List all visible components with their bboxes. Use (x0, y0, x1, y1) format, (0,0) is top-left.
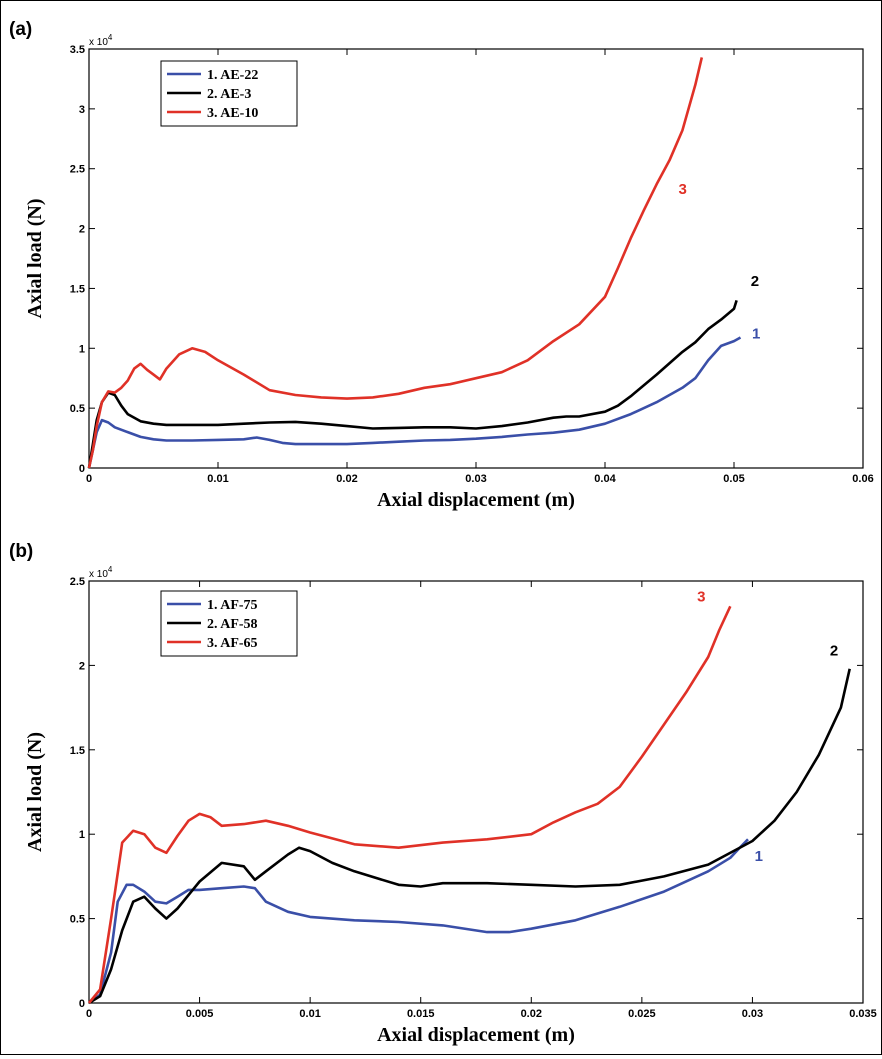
y-axis-title: Axial load (N) (24, 732, 46, 852)
y-tick-label: 0 (79, 998, 85, 1010)
legend-entry-1: 1. AF-75 (207, 598, 258, 613)
chart-panel-b: (b) 0 0.005 0.01 0.015 0.02 0.025 0.03 0.035 0 0.5… (9, 541, 877, 1046)
y-tick-label: 0.5 (70, 403, 85, 415)
series-line-3 (87, 605, 732, 1004)
legend-entry-1: 1. AE-22 (207, 68, 258, 83)
plot-area-border (88, 580, 864, 1004)
y-tick-label: 1.5 (70, 745, 85, 757)
x-tick-label: 0.03 (465, 473, 486, 485)
curve-label-3: 3 (679, 181, 687, 198)
x-tick-label: 0.02 (336, 473, 357, 485)
series-line-2 (88, 668, 851, 1005)
x-tick-label: 0.05 (723, 473, 744, 485)
legend: 1. AE-22 2. AE-3 3. AE-10 (160, 60, 298, 127)
y-tick-label: 3.5 (70, 44, 85, 56)
curve-label-1: 1 (755, 848, 763, 865)
chart-panel-a: (a) 0 0.01 0.02 0.03 0.04 0.05 0.06 0 0.5 1 1.5 2 2.5… (9, 19, 874, 511)
x-axis-title: Axial displacement (m) (377, 1024, 575, 1046)
legend-entry-2: 2. AF-58 (207, 617, 258, 632)
y-tick-label: 0.5 (70, 914, 85, 926)
x-tick-label: 0 (86, 473, 92, 485)
curve-label-2: 2 (830, 642, 838, 659)
x-tick-label: 0.02 (521, 1008, 542, 1020)
curve-label-3: 3 (697, 588, 705, 605)
legend: 1. AF-75 2. AF-58 3. AF-65 (160, 590, 298, 657)
curve-label-2: 2 (751, 273, 759, 290)
y-axis-exponent-base: x 10 (89, 37, 108, 48)
y-tick-label: 2.5 (70, 576, 85, 588)
y-tick-label: 2.5 (70, 164, 85, 176)
series-line-1 (88, 838, 749, 1005)
y-tick-label: 1 (79, 829, 85, 841)
series-line-2 (87, 300, 738, 469)
x-tick-label: 0.035 (849, 1008, 877, 1020)
x-tick-label: 0.025 (628, 1008, 656, 1020)
x-axis-title: Axial displacement (m) (377, 489, 575, 511)
legend-entry-3: 3. AF-65 (207, 636, 258, 651)
legend-entry-2: 2. AE-3 (207, 87, 251, 102)
y-tick-label: 0 (79, 463, 85, 475)
legend-entry-3: 3. AE-10 (207, 106, 258, 121)
x-tick-label: 0.01 (207, 473, 228, 485)
x-tick-label: 0.01 (299, 1008, 320, 1020)
y-axis-exponent: x 104 (89, 33, 113, 48)
y-axis-exponent-power: 4 (108, 33, 113, 42)
y-tick-label: 1 (79, 343, 85, 355)
series-line-1 (87, 336, 742, 469)
curve-label-1: 1 (752, 326, 760, 343)
panel-label: (b) (9, 541, 33, 562)
x-tick-label: 0.03 (742, 1008, 763, 1020)
x-tick-label: 0.005 (186, 1008, 214, 1020)
panel-label: (a) (9, 19, 32, 40)
x-tick-label: 0 (86, 1008, 92, 1020)
x-tick-label: 0.04 (594, 473, 616, 485)
y-axis-exponent-power: 4 (108, 565, 113, 574)
series-line-3 (87, 57, 704, 469)
y-axis-exponent: x 104 (89, 565, 113, 580)
y-tick-label: 3 (79, 104, 85, 116)
y-axis-title: Axial load (N) (24, 199, 46, 319)
y-tick-label: 1.5 (70, 283, 85, 295)
y-tick-label: 2 (79, 224, 85, 236)
y-axis-exponent-base: x 10 (89, 569, 108, 580)
x-tick-label: 0.015 (407, 1008, 435, 1020)
x-tick-label: 0.06 (852, 473, 873, 485)
y-tick-label: 2 (79, 660, 85, 672)
